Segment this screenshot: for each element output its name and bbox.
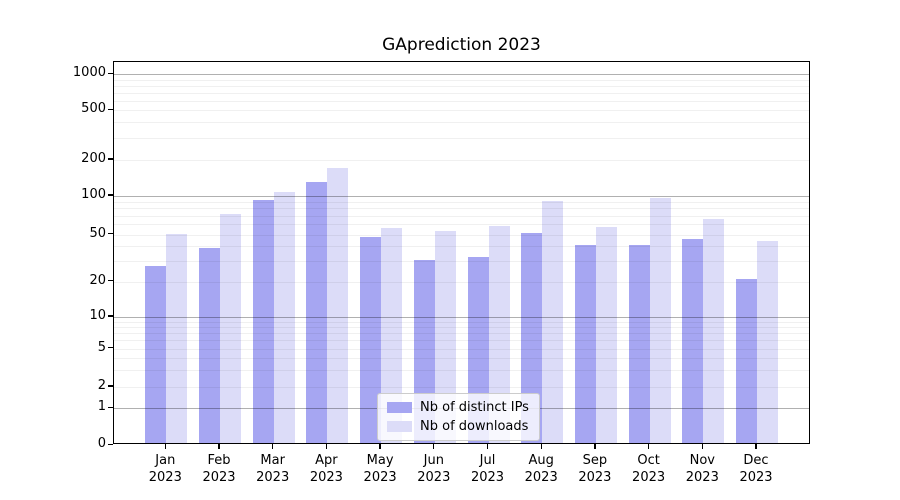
legend-row-distinct-ips: Nb of distinct IPs xyxy=(387,400,529,415)
bar-downloads-may xyxy=(381,227,403,443)
x-tick-label-nov: Nov 2023 xyxy=(685,453,719,486)
bar-downloads-mar xyxy=(273,192,295,443)
x-tick-mark-feb xyxy=(218,444,220,450)
chart-title: GAprediction 2023 xyxy=(382,35,541,55)
bar-distinct-ips-may xyxy=(360,236,382,443)
bar-distinct-ips-feb xyxy=(199,247,220,443)
y-tick-mark-2 xyxy=(108,385,113,387)
x-tick-label-may: May 2023 xyxy=(363,453,397,486)
x-tick-label-jun: Jun 2023 xyxy=(417,453,451,486)
x-tick-mark-dec xyxy=(755,444,757,450)
y-tick-label-50: 50 xyxy=(89,225,106,241)
bar-downloads-jan xyxy=(166,234,188,443)
gridline-major-100 xyxy=(114,196,809,198)
gridline-minor-90 xyxy=(114,201,809,203)
bar-downloads-jun xyxy=(434,231,456,443)
x-tick-label-feb: Feb 2023 xyxy=(202,453,236,486)
gridline-minor-800 xyxy=(114,85,809,87)
x-tick-label-dec: Dec 2023 xyxy=(739,453,773,486)
y-tick-label-0: 0 xyxy=(97,436,106,452)
x-tick-mark-oct xyxy=(647,444,650,450)
x-tick-label-oct: Oct 2023 xyxy=(632,453,666,486)
y-tick-mark-0 xyxy=(108,443,113,445)
gridline-minor-700 xyxy=(114,92,809,94)
bar-distinct-ips-apr xyxy=(306,182,328,443)
y-tick-mark-50 xyxy=(108,232,113,235)
x-tick-mark-aug xyxy=(540,444,542,450)
gridline-minor-300 xyxy=(114,138,809,139)
gridline-minor-500 xyxy=(114,110,809,112)
bar-downloads-apr xyxy=(327,167,349,443)
x-tick-mark-nov xyxy=(701,444,703,450)
legend-swatch-downloads xyxy=(387,421,412,432)
x-tick-label-apr: Apr 2023 xyxy=(309,453,343,486)
x-tick-mark-jun xyxy=(433,444,435,450)
legend-label-downloads: Nb of downloads xyxy=(420,419,529,434)
gridline-minor-70 xyxy=(114,215,809,217)
bar-distinct-ips-aug xyxy=(521,233,543,443)
y-tick-label-2: 2 xyxy=(97,378,106,393)
bar-distinct-ips-sep xyxy=(574,244,596,443)
y-tick-mark-500 xyxy=(108,108,113,110)
y-tick-mark-20 xyxy=(108,279,113,282)
bar-downloads-sep xyxy=(595,226,617,443)
bar-downloads-nov xyxy=(703,219,725,443)
plot-area xyxy=(113,61,810,444)
y-tick-mark-1000 xyxy=(108,72,113,74)
gridline-major-1000 xyxy=(114,74,809,76)
y-tick-mark-100 xyxy=(108,194,113,196)
y-tick-mark-200 xyxy=(108,158,113,160)
x-tick-mark-sep xyxy=(594,444,596,450)
legend-label-distinct-ips: Nb of distinct IPs xyxy=(420,400,529,415)
gridline-minor-80 xyxy=(114,208,809,210)
x-tick-mark-jan xyxy=(164,444,166,450)
gridline-minor-200 xyxy=(114,160,809,161)
x-tick-label-mar: Mar 2023 xyxy=(256,453,290,486)
bar-distinct-ips-nov xyxy=(682,238,704,443)
y-tick-label-500: 500 xyxy=(81,101,106,117)
y-tick-label-20: 20 xyxy=(89,272,106,288)
gridline-minor-600 xyxy=(114,100,809,102)
bar-distinct-ips-mar xyxy=(252,199,274,443)
legend-swatch-distinct-ips xyxy=(387,402,412,413)
bar-downloads-dec xyxy=(757,241,778,443)
y-tick-mark-5 xyxy=(108,347,113,349)
bar-distinct-ips-dec xyxy=(736,279,757,443)
legend-row-downloads: Nb of downloads xyxy=(387,419,529,434)
bar-downloads-jul xyxy=(488,225,510,443)
bar-downloads-feb xyxy=(220,213,241,443)
legend: Nb of distinct IPs Nb of downloads xyxy=(377,393,540,441)
y-tick-mark-1 xyxy=(108,406,113,408)
y-tick-label-1000: 1000 xyxy=(72,65,106,81)
y-tick-label-10: 10 xyxy=(89,308,106,323)
x-tick-mark-may xyxy=(379,444,381,450)
y-tick-mark-10 xyxy=(108,315,113,317)
y-tick-label-5: 5 xyxy=(97,339,106,355)
bar-downloads-aug xyxy=(542,200,564,443)
bar-distinct-ips-oct xyxy=(628,244,650,443)
x-tick-label-sep: Sep 2023 xyxy=(578,453,612,486)
bar-downloads-oct xyxy=(649,198,671,443)
x-tick-mark-mar xyxy=(272,444,274,450)
x-tick-label-aug: Aug 2023 xyxy=(524,453,558,486)
x-tick-mark-jul xyxy=(486,444,489,450)
x-tick-label-jul: Jul 2023 xyxy=(470,453,505,486)
gridline-minor-900 xyxy=(114,79,809,81)
x-tick-label-jan: Jan 2023 xyxy=(148,453,182,486)
y-tick-label-200: 200 xyxy=(81,151,106,166)
bar-distinct-ips-jan xyxy=(145,265,167,443)
y-tick-label-1: 1 xyxy=(97,399,106,415)
y-tick-label-100: 100 xyxy=(81,187,106,202)
gridline-minor-400 xyxy=(114,122,809,124)
x-tick-mark-apr xyxy=(325,444,328,450)
